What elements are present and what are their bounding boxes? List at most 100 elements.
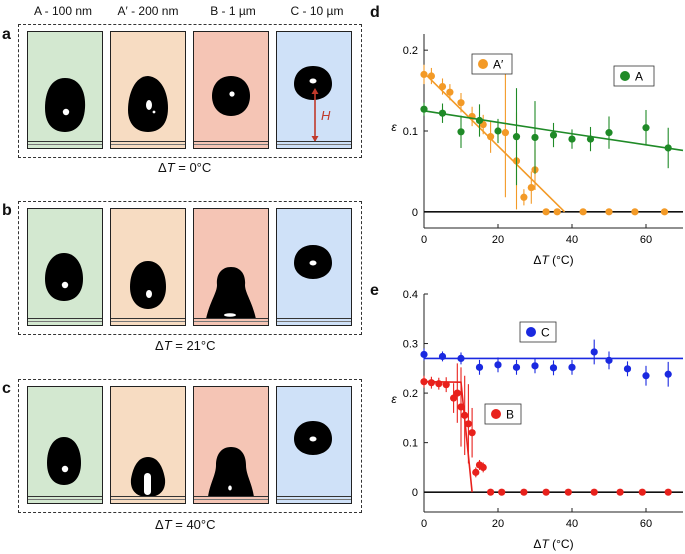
legend-box (471, 53, 513, 75)
legend-marker (478, 59, 488, 69)
y-axis-label: ε (391, 120, 397, 134)
data-point (464, 420, 472, 428)
cell-b-1um (193, 31, 269, 149)
droplet-image (130, 457, 166, 497)
legend-entry: C (519, 321, 557, 343)
panel-letter-a: a (2, 26, 11, 43)
y-tick-label: 0.1 (403, 438, 418, 450)
y-tick-label: 0 (412, 207, 418, 219)
data-point (542, 208, 550, 216)
legend-entry: A (613, 65, 655, 87)
data-point (553, 208, 561, 216)
data-point (494, 361, 502, 369)
data-point (564, 488, 572, 496)
column-label-a-prime: A′ - 200 nm (117, 4, 179, 18)
x-tick-label: 0 (421, 518, 427, 530)
legend-box (519, 321, 557, 343)
data-point (542, 488, 550, 496)
data-point (568, 363, 576, 371)
panel-letter-b: b (2, 202, 12, 219)
x-axis-label: ΔT (°C) (533, 253, 573, 267)
data-point (549, 364, 558, 372)
droplet-image (294, 66, 332, 142)
data-point (664, 488, 672, 496)
y-tick-label: 0 (412, 487, 418, 499)
delta-t-label-row-b: ΔT = 21°C (155, 338, 216, 353)
x-tick-label: 60 (640, 518, 652, 530)
chart-d: 0 20 40 60 0 0.1 0.2 ΔT (°C) ε A′ A (391, 34, 684, 267)
data-point (487, 133, 495, 141)
y-tick-label: 0.2 (403, 388, 418, 400)
data-point (461, 411, 469, 419)
delta-t-label-row-a: ΔT = 0°C (158, 160, 212, 175)
data-point (457, 354, 465, 363)
droplet-image (294, 245, 332, 279)
droplet-image (128, 76, 168, 132)
cell-b-1um (193, 386, 269, 504)
data-point (475, 363, 484, 371)
data-point (664, 144, 672, 152)
data-point (435, 380, 443, 388)
droplet-image (45, 78, 86, 132)
droplet-image (206, 267, 256, 319)
column-label-c: C - 10 µm (290, 4, 344, 18)
data-point (475, 116, 484, 125)
legend-box (484, 403, 522, 425)
data-point (590, 348, 598, 356)
droplet-image (212, 76, 250, 116)
data-point (520, 193, 528, 201)
data-point (568, 135, 576, 143)
data-point (494, 127, 502, 135)
data-point (457, 128, 465, 136)
y-axis-label: ε (391, 392, 397, 406)
cell-a-prime-200nm (110, 386, 186, 504)
fit-line (423, 72, 566, 213)
x-tick-label: 60 (640, 234, 652, 246)
data-point (442, 381, 450, 389)
data-point (586, 135, 595, 143)
data-point (631, 208, 639, 216)
data-point (642, 372, 650, 380)
cell-a-100nm (27, 386, 103, 504)
data-point (487, 488, 495, 496)
data-point (605, 129, 613, 137)
data-point (472, 468, 480, 476)
legend-entry: A′ (471, 53, 513, 75)
column-label-b: B - 1 µm (210, 4, 256, 18)
droplet-image (208, 447, 254, 497)
legend-label: C (541, 326, 550, 340)
x-axis-label: ΔT (°C) (533, 537, 573, 551)
data-point (438, 352, 447, 361)
data-point (468, 429, 476, 437)
data-point (623, 365, 632, 373)
column-label-a: A - 100 nm (33, 4, 93, 18)
data-point (453, 389, 461, 397)
legend-entry: B (484, 403, 522, 425)
data-point (531, 133, 539, 142)
cell-a-100nm (27, 31, 103, 149)
data-point (457, 99, 465, 107)
data-point (450, 394, 458, 402)
delta-t-label-row-c: ΔT = 40°C (155, 517, 216, 532)
x-tick-label: 40 (566, 518, 578, 530)
legend-label: B (506, 408, 514, 422)
droplet-row-a: H (18, 24, 362, 158)
data-point (605, 356, 613, 364)
data-point (427, 379, 435, 387)
data-point (590, 488, 598, 496)
x-tick-label: 0 (421, 234, 427, 246)
legend-label: A′ (493, 58, 504, 72)
data-point (605, 208, 613, 216)
droplet-image (47, 437, 81, 485)
data-point (616, 488, 624, 496)
data-point (446, 88, 454, 96)
cell-c-10um (276, 208, 352, 326)
x-tick-label: 40 (566, 234, 578, 246)
panel-letter-c: c (2, 380, 11, 397)
panel-letter-e: e (370, 282, 379, 299)
data-point (579, 208, 587, 216)
data-point (479, 463, 487, 472)
droplet-image (294, 421, 332, 455)
y-tick-label: 0.4 (403, 289, 418, 301)
y-tick-label: 0.3 (403, 339, 418, 351)
